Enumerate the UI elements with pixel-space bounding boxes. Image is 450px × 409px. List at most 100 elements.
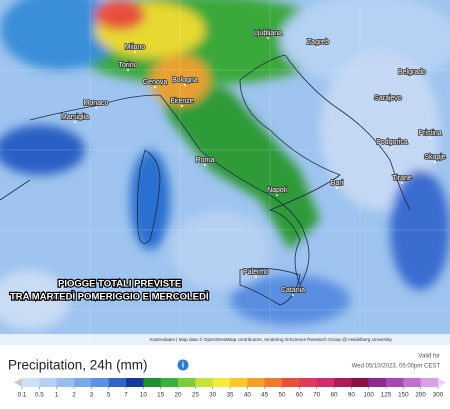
colorbar-swatch: [39, 378, 57, 387]
colorbar-swatch: [160, 378, 179, 387]
colorbar-swatch: [316, 378, 335, 387]
attribution: Kartendaten | Map data © OpenStreetMap c…: [150, 336, 393, 342]
overlay-line: PIOGGE TOTALI PREVISTE: [58, 279, 181, 290]
colorbar-swatch: [247, 378, 265, 387]
city-dot: [184, 84, 186, 86]
info-icon[interactable]: [177, 359, 189, 371]
colorbar-tick-label: 1: [55, 392, 59, 399]
colorbar-tick-label: 60: [296, 392, 304, 399]
colorbar-tick-label: 0.5: [35, 392, 44, 399]
city-label: Sarajevo: [374, 95, 402, 102]
colorbar-tick-label: 100: [363, 392, 374, 399]
map: Ljubljana Zagreb Milano Torino Genova Bologna…: [0, 0, 450, 345]
colorbar-tick-label: 80: [330, 392, 338, 399]
colorbar-tick-label: 125: [381, 392, 392, 399]
city-label: Bari: [331, 180, 344, 187]
city-dot: [391, 146, 393, 148]
city-dot: [181, 105, 183, 107]
city-label: Monaco: [84, 100, 109, 107]
city-label: Pristina: [418, 130, 441, 137]
colorbar-swatch: [420, 378, 439, 387]
city-dot: [292, 294, 294, 296]
city-label: Ljubljana: [254, 30, 282, 37]
city-dot: [401, 182, 403, 184]
city-label: Belgrado: [398, 69, 426, 76]
overlay-line: TRA MARTEDÌ POMERIGGIO E MERCOLEDÌ: [10, 292, 209, 303]
coastlines: [0, 54, 411, 306]
city-dot: [387, 102, 389, 104]
city-label: Marsiglia: [61, 114, 89, 121]
colorbar-tick-label: 3: [90, 392, 94, 399]
city-dot: [336, 187, 338, 189]
info-icon-glyph: i: [182, 361, 184, 370]
city-label: Napoli: [267, 187, 287, 194]
city-dot: [127, 69, 129, 71]
colorbar-swatch: [143, 378, 161, 387]
colorbar-tick-label: 20: [174, 392, 182, 399]
city-dot: [317, 46, 319, 48]
city-label: Roma: [196, 157, 215, 164]
colorbar-tick-label: 45: [261, 392, 269, 399]
colorbar-tick-label: 25: [192, 392, 200, 399]
colorbar-tick-label: 5: [107, 392, 111, 399]
city-dot: [429, 137, 431, 139]
graticule: [0, 0, 450, 345]
colorbar-tick-label: 10: [140, 392, 148, 399]
colorbar-swatch: [264, 378, 283, 387]
colorbar-swatch: [126, 378, 144, 387]
city-label: Torino: [118, 62, 137, 69]
colorbar-end: [14, 378, 22, 387]
city-label: Palermo: [243, 269, 269, 276]
city-labels: Ljubljana Zagreb Milano Torino Genova Bologna…: [60, 29, 447, 296]
city-label: Podgorica: [376, 139, 408, 146]
colorbar-swatch: [403, 378, 421, 387]
colorbar-swatch: [230, 378, 248, 387]
city-dot: [434, 161, 436, 163]
city-label: Skopje: [424, 154, 446, 161]
valid-label: Valid for: [418, 354, 440, 360]
colorbar-tick-label: 300: [433, 392, 444, 399]
colorbar-end: [438, 378, 446, 387]
city-label: Genova: [143, 79, 168, 86]
colorbar-swatch: [299, 378, 317, 387]
city-label: Milano: [125, 44, 146, 51]
colorbar-swatch: [108, 378, 127, 387]
colorbar-swatch: [195, 378, 213, 387]
city-dot: [95, 107, 97, 109]
colorbar-tick-label: 0.1: [18, 392, 27, 399]
city-dot: [134, 51, 136, 53]
colorbar-swatch: [282, 378, 300, 387]
colorbar-tick-label: 15: [157, 392, 165, 399]
city-dot: [74, 121, 76, 123]
colorbar-swatch: [178, 378, 196, 387]
city-dot: [411, 76, 413, 78]
city-dot: [267, 37, 269, 39]
colorbar-swatch: [56, 378, 75, 387]
colorbar-swatch: [74, 378, 92, 387]
colorbar: 0.1 0.5 1 2 3 5 7 10 15 20 25 30 35 40 45 50 60 70 80 90 100…: [14, 378, 446, 399]
colorbar-tick-label: 35: [226, 392, 234, 399]
colorbar-swatch: [386, 378, 404, 387]
city-label: Zagreb: [307, 39, 329, 46]
colorbar-swatch: [368, 378, 387, 387]
colorbar-tick-label: 70: [313, 392, 321, 399]
colorbar-tick-label: 90: [348, 392, 356, 399]
city-label: Tirane: [392, 175, 412, 182]
city-dot: [255, 276, 257, 278]
colorbar-tick-label: 2: [72, 392, 76, 399]
colorbar-tick-label: 30: [209, 392, 217, 399]
city-label: Bologna: [172, 77, 198, 84]
valid-time: Wed 05/10/2023, 05:00pm CEST: [352, 364, 441, 370]
legend-title: Precipitation, 24h (mm): [8, 358, 148, 373]
attribution-bg: [0, 334, 450, 345]
city-dot: [204, 164, 206, 166]
colorbar-swatch: [212, 378, 231, 387]
city-dot: [276, 194, 278, 196]
colorbar-swatch: [22, 378, 40, 387]
colorbar-swatch: [91, 378, 109, 387]
colorbar-tick-label: 200: [415, 392, 426, 399]
legend: Precipitation, 24h (mm) i Valid for Wed …: [8, 354, 446, 399]
colorbar-swatch: [351, 378, 369, 387]
colorbar-tick-label: 7: [124, 392, 128, 399]
